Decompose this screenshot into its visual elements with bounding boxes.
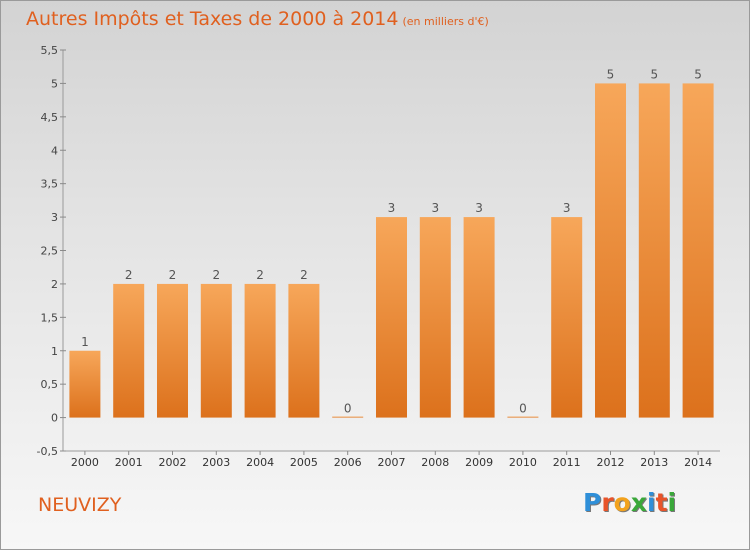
x-tick-label: 2000 bbox=[71, 456, 99, 469]
logo-letter: t bbox=[655, 488, 668, 517]
data-label: 5 bbox=[607, 67, 615, 81]
x-tick-label: 2005 bbox=[290, 456, 318, 469]
x-tick-label: 2002 bbox=[159, 456, 187, 469]
bar-2000 bbox=[69, 350, 101, 418]
chart-title-text: Autres Impôts et Taxes de 2000 à 2014 bbox=[26, 8, 399, 30]
x-tick-label: 2010 bbox=[509, 456, 537, 469]
y-tick-label: 3 bbox=[51, 211, 58, 224]
data-label: 3 bbox=[388, 201, 396, 215]
logo-letter: i bbox=[667, 488, 677, 517]
data-label: 3 bbox=[563, 201, 571, 215]
y-tick-label: 1 bbox=[51, 345, 58, 358]
logo-letter: x bbox=[630, 488, 647, 517]
y-tick-label: 4 bbox=[51, 144, 58, 157]
y-tick-label: 5,5 bbox=[41, 44, 59, 57]
bar-2004 bbox=[244, 283, 276, 418]
logo-letter: i bbox=[647, 488, 656, 517]
bar-2008 bbox=[419, 217, 451, 418]
data-label: 3 bbox=[475, 201, 483, 215]
bar-2011 bbox=[551, 217, 583, 418]
x-tick-label: 2012 bbox=[597, 456, 625, 469]
chart-subtitle: (en milliers d'€) bbox=[402, 15, 489, 28]
logo-letter: P bbox=[583, 488, 602, 517]
x-tick-label: 2014 bbox=[684, 456, 712, 469]
bar-2012 bbox=[595, 83, 626, 418]
bar-2001 bbox=[113, 283, 145, 418]
x-tick-label: 2003 bbox=[202, 456, 230, 469]
bar-2006 bbox=[332, 416, 364, 418]
x-tick-label: 2008 bbox=[421, 456, 449, 469]
chart-title: Autres Impôts et Taxes de 2000 à 2014 (en… bbox=[26, 8, 489, 30]
bar-2003 bbox=[200, 283, 232, 418]
data-label: 2 bbox=[125, 268, 133, 282]
data-label: 0 bbox=[519, 402, 527, 416]
data-label: 2 bbox=[300, 268, 308, 282]
y-tick-label: 5 bbox=[51, 77, 58, 90]
y-tick-label: 4,5 bbox=[41, 111, 59, 124]
data-label: 3 bbox=[431, 201, 439, 215]
x-tick-label: 2013 bbox=[640, 456, 668, 469]
data-label: 2 bbox=[169, 268, 177, 282]
data-label: 5 bbox=[650, 67, 658, 81]
place-name: NEUVIZY bbox=[38, 494, 122, 516]
data-label: 2 bbox=[256, 268, 264, 282]
bar-2005 bbox=[288, 283, 320, 418]
data-label: 0 bbox=[344, 402, 352, 416]
y-tick-label: 0,5 bbox=[41, 378, 59, 391]
bar-2013 bbox=[638, 83, 670, 418]
bar-2007 bbox=[376, 217, 407, 418]
x-tick-label: 2009 bbox=[465, 456, 493, 469]
x-tick-label: 2006 bbox=[334, 456, 362, 469]
x-tick-label: 2001 bbox=[115, 456, 143, 469]
x-tick-label: 2004 bbox=[246, 456, 274, 469]
y-tick-label: 2,5 bbox=[41, 245, 59, 258]
x-tick-label: 2011 bbox=[553, 456, 581, 469]
y-tick-label: 2 bbox=[51, 278, 58, 291]
bar-2009 bbox=[463, 217, 495, 418]
bar-2014 bbox=[682, 83, 714, 418]
y-tick-label: -0,5 bbox=[37, 445, 58, 458]
logo-letter: o bbox=[613, 488, 631, 517]
data-label: 2 bbox=[212, 268, 220, 282]
y-tick-label: 0 bbox=[51, 412, 58, 425]
proxiti-logo: Proxiti bbox=[583, 488, 676, 517]
y-tick-label: 1,5 bbox=[41, 311, 59, 324]
data-label: 5 bbox=[694, 67, 702, 81]
y-tick-label: 3,5 bbox=[41, 178, 59, 191]
data-label: 1 bbox=[81, 335, 89, 349]
x-tick-label: 2007 bbox=[378, 456, 406, 469]
logo-letter: r bbox=[601, 488, 614, 517]
bar-2002 bbox=[157, 283, 188, 418]
bar-2010 bbox=[507, 416, 539, 418]
